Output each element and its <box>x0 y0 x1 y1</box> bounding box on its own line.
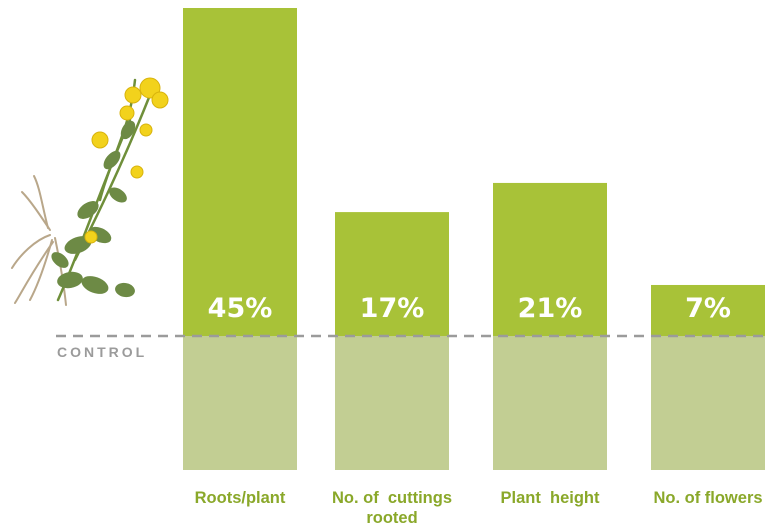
increase-bar <box>493 182 607 336</box>
increase-bar <box>651 284 765 336</box>
category-label: No. of flowers <box>653 489 762 507</box>
bar-value-label: 45% <box>208 293 273 324</box>
category-label: No. of cuttings <box>332 489 452 507</box>
bar-value-label: 7% <box>685 293 731 324</box>
category-label: Plant height <box>501 489 601 507</box>
increase-bar <box>183 8 297 336</box>
control-bar <box>493 336 607 470</box>
control-bar <box>183 336 297 470</box>
plant-illustration-icon <box>11 77 169 306</box>
category-label: Roots/plant <box>195 489 286 507</box>
control-bar <box>335 336 449 470</box>
labels-layer: 45% Roots/plant 17% No. of cuttings rooted 21… <box>195 293 763 527</box>
control-label: CONTROL <box>57 344 147 360</box>
control-bar <box>651 336 765 470</box>
control-baseline-group: CONTROL <box>56 334 768 360</box>
bar-value-label: 17% <box>360 293 425 324</box>
bar-value-label: 21% <box>518 293 583 324</box>
increase-bar <box>335 212 449 336</box>
category-label: rooted <box>366 509 417 527</box>
bars-layer <box>183 8 765 470</box>
